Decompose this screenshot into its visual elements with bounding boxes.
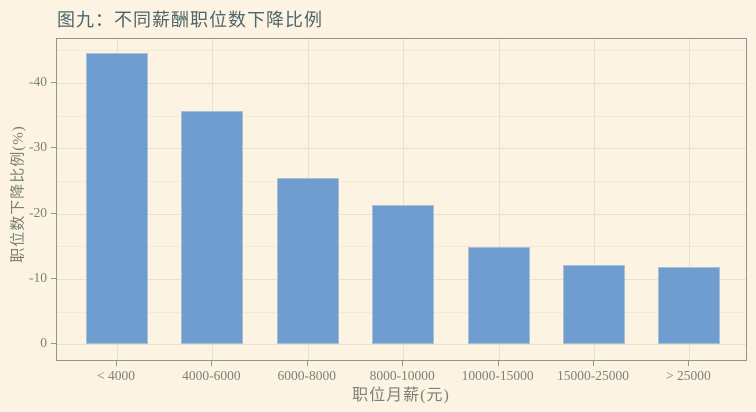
gridline-vertical — [689, 39, 691, 360]
x-tick-label: 8000-10000 — [369, 368, 435, 383]
bar — [86, 53, 148, 345]
y-tick-mark — [51, 277, 56, 279]
plot-panel — [56, 38, 747, 361]
gridline-major — [57, 82, 746, 84]
gridline-minor — [57, 180, 746, 182]
bar — [276, 177, 339, 345]
y-tick-mark — [51, 212, 56, 214]
bar — [563, 264, 625, 345]
x-tick-mark — [116, 361, 117, 366]
gridline-minor — [57, 115, 746, 117]
y-tick-label: -40 — [29, 73, 47, 89]
x-tick-mark — [593, 361, 594, 366]
x-tick-mark — [497, 361, 499, 366]
bar — [467, 246, 530, 345]
y-tick-label: -10 — [29, 269, 47, 285]
y-tick-mark — [51, 147, 56, 149]
gridline-minor — [57, 50, 746, 52]
x-axis-title: 职位月薪(元) — [352, 387, 450, 404]
chart-title: 图九：不同薪酬职位数下降比例 — [57, 10, 323, 30]
gridline-vertical — [403, 39, 405, 360]
x-tick-mark — [211, 361, 213, 366]
x-tick-mark — [688, 361, 690, 366]
x-tick-label: < 4000 — [97, 368, 135, 383]
bar — [372, 205, 435, 345]
bar — [658, 267, 721, 345]
x-tick-label: 6000-8000 — [277, 368, 337, 383]
x-tick-mark — [306, 361, 308, 366]
y-tick-mark — [51, 81, 56, 83]
x-tick-mark — [402, 361, 404, 366]
y-tick-label: 0 — [40, 335, 47, 351]
gridline-vertical — [498, 39, 500, 360]
bar — [181, 110, 244, 345]
gridline-vertical — [594, 39, 595, 360]
x-tick-label: 4000-6000 — [182, 368, 241, 383]
gridline-major — [57, 148, 746, 150]
x-tick-label: > 25000 — [666, 368, 711, 383]
y-tick-label: -30 — [29, 139, 47, 155]
x-tick-label: 10000-15000 — [461, 368, 534, 383]
y-tick-mark — [51, 343, 56, 345]
y-tick-label: -20 — [29, 204, 47, 220]
x-tick-label: 15000-25000 — [557, 368, 629, 383]
gridline-major — [57, 344, 746, 346]
